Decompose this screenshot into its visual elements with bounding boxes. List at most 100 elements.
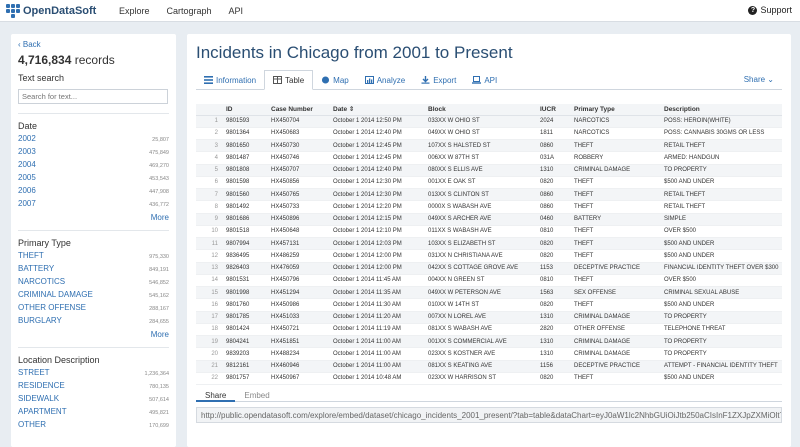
facet-location-item[interactable]: APARTMENT 495,821 xyxy=(18,407,169,420)
facet-date-item[interactable]: 2005 453,543 xyxy=(18,173,169,186)
nav-api[interactable]: API xyxy=(228,5,244,16)
facet-location-item[interactable]: SIDEWALK 507,614 xyxy=(18,394,169,407)
brand-logo[interactable]: OpenDataSoft xyxy=(6,3,106,18)
table-row[interactable]: 16 9801760 HX450986 October 1 2014 11:30 AM… xyxy=(196,298,782,312)
facet-label: 2002 xyxy=(18,134,36,143)
column-header[interactable]: Case Number xyxy=(267,104,329,116)
tab-information[interactable]: Information xyxy=(196,70,264,90)
facet-primary-type-item[interactable]: BURGLARY 284,655 xyxy=(18,316,169,329)
table-cell: HX486259 xyxy=(267,249,329,263)
facet-primary-type-item[interactable]: BATTERY 849,191 xyxy=(18,264,169,277)
table-cell: 081XX S WABASH AVE xyxy=(424,323,536,337)
nav-explore[interactable]: Explore xyxy=(119,5,150,16)
support-label: Support xyxy=(760,5,792,15)
laptop-icon xyxy=(472,76,482,84)
tab-embed[interactable]: Embed xyxy=(244,391,270,400)
table-cell: NARCOTICS xyxy=(570,115,660,128)
table-cell: October 1 2014 11:35 AM xyxy=(329,286,424,300)
table-row[interactable]: 19 9804241 HX451851 October 1 2014 11:00 AM… xyxy=(196,335,782,349)
table-cell: HX451033 xyxy=(267,311,329,324)
table-row[interactable]: 20 9839203 HX488234 October 1 2014 11:00 AM… xyxy=(196,347,782,361)
table-row[interactable]: 11 9807994 HX457131 October 1 2014 12:03 PM… xyxy=(196,237,782,251)
table-row[interactable]: 2 9801364 HX450683 October 1 2014 12:40 PM 0… xyxy=(196,127,782,141)
table-row[interactable]: 14 9801531 HX450796 October 1 2014 11:45 AM… xyxy=(196,274,782,288)
records-table-container[interactable]: ID Case Number Date ⇕ Block IUCR Primary Type… xyxy=(196,104,782,415)
column-header[interactable]: ID xyxy=(222,104,267,116)
facet-date-item[interactable]: 2007 436,772 xyxy=(18,199,169,212)
table-row[interactable]: 5 9801808 HX450707 October 1 2014 12:40 PM 0… xyxy=(196,164,782,177)
table-cell: 9801593 xyxy=(222,115,267,128)
facet-date-item[interactable]: 2006 447,908 xyxy=(18,186,169,199)
tab-map[interactable]: Map xyxy=(313,70,357,90)
table-cell: October 1 2014 11:00 AM xyxy=(329,347,424,361)
facet-primary-type-item[interactable]: OTHER OFFENSE 288,167 xyxy=(18,303,169,316)
table-cell: October 1 2014 12:15 PM xyxy=(329,213,424,226)
table-row[interactable]: 21 9812161 HX460946 October 1 2014 11:00 AM… xyxy=(196,360,782,373)
facet-title-location: Location Description xyxy=(18,355,100,365)
support-link[interactable]: ? Support xyxy=(748,5,792,15)
facet-location-item[interactable]: OTHER 170,699 xyxy=(18,420,169,433)
sort-icon[interactable]: ⇕ xyxy=(347,106,355,114)
table-cell: October 1 2014 10:48 AM xyxy=(329,372,424,386)
table-cell: 0820 xyxy=(536,237,570,251)
tab-table[interactable]: Table xyxy=(264,70,314,90)
share-url-field[interactable]: http://public.opendatasoft.com/explore/e… xyxy=(196,407,782,423)
facet-primary-type-item[interactable]: THEFT 975,330 xyxy=(18,251,169,264)
table-row[interactable]: 1 9801593 HX450704 October 1 2014 12:50 PM 0… xyxy=(196,115,782,128)
facet-date-item[interactable]: 2004 469,270 xyxy=(18,160,169,173)
table-cell: 3 xyxy=(196,139,222,153)
facet-count: 25,807 xyxy=(152,137,169,143)
main-nav: Explore Cartograph API xyxy=(119,6,243,16)
share-dropdown[interactable]: Share ⌄ xyxy=(744,75,774,84)
logo-icon xyxy=(6,3,20,18)
table-row[interactable]: 13 9826403 HX476059 October 1 2014 12:00 PM… xyxy=(196,262,782,275)
column-header[interactable]: IUCR xyxy=(536,104,570,116)
facet-location-item[interactable]: RESIDENCE 780,135 xyxy=(18,381,169,394)
search-input[interactable] xyxy=(18,89,168,104)
column-header[interactable]: Primary Type xyxy=(570,104,660,116)
table-cell: $500 AND UNDER xyxy=(660,372,782,386)
tab-api[interactable]: API xyxy=(464,70,505,90)
table-row[interactable]: 10 9801518 HX450648 October 1 2014 12:10 PM… xyxy=(196,225,782,239)
facet-primary-type-item[interactable]: NARCOTICS 546,852 xyxy=(18,277,169,290)
tab-share[interactable]: Share xyxy=(196,390,236,402)
table-row[interactable]: 6 9801598 HX450856 October 1 2014 12:30 PM 0… xyxy=(196,176,782,190)
table-row[interactable]: 4 9801487 HX450746 October 1 2014 12:45 PM 0… xyxy=(196,151,782,165)
column-header[interactable]: Description xyxy=(660,104,782,116)
facet-location-item[interactable]: STREET 1,236,364 xyxy=(18,368,169,381)
facet-primary-type-item[interactable]: CRIMINAL DAMAGE 545,162 xyxy=(18,290,169,303)
nav-cartograph[interactable]: Cartograph xyxy=(166,5,212,16)
back-link[interactable]: ‹ Back xyxy=(18,40,169,49)
table-cell: 0820 xyxy=(536,298,570,312)
table-cell: TO PROPERTY xyxy=(660,335,782,349)
table-row[interactable]: 9 9801686 HX450896 October 1 2014 12:15 PM 0… xyxy=(196,213,782,226)
table-cell: 9801757 xyxy=(222,372,267,386)
column-header[interactable]: Date ⇕ xyxy=(329,104,424,116)
table-row[interactable]: 17 9801785 HX451033 October 1 2014 11:20 AM… xyxy=(196,311,782,324)
table-row[interactable]: 18 9801424 HX450721 October 1 2014 11:19 AM… xyxy=(196,323,782,337)
table-row[interactable]: 15 9801998 HX451294 October 1 2014 11:35 AM… xyxy=(196,286,782,300)
table-cell: ROBBERY xyxy=(570,151,660,165)
facet-date: Date 2002 25,807 2003 475,849 2004 469,270 200… xyxy=(18,113,169,225)
table-row[interactable]: 12 9836495 HX486259 October 1 2014 12:00 PM… xyxy=(196,249,782,263)
table-cell: $500 AND UNDER xyxy=(660,237,782,251)
table-row[interactable]: 7 9801560 HX450765 October 1 2014 12:30 PM 0… xyxy=(196,188,782,202)
list-icon xyxy=(204,76,213,84)
tab-analyze[interactable]: Analyze xyxy=(357,70,413,90)
table-cell: HX450765 xyxy=(267,188,329,202)
table-cell: HX450896 xyxy=(267,213,329,226)
column-header[interactable] xyxy=(196,104,222,116)
table-cell: CRIMINAL SEXUAL ABUSE xyxy=(660,286,782,300)
table-row[interactable]: 22 9801757 HX450967 October 1 2014 10:48 AM… xyxy=(196,372,782,386)
tab-export[interactable]: Export xyxy=(413,70,464,90)
more-date-button[interactable]: More xyxy=(150,213,169,222)
facet-date-item[interactable]: 2003 475,849 xyxy=(18,147,169,160)
table-cell: 0820 xyxy=(536,249,570,263)
facet-count: 453,543 xyxy=(149,176,169,182)
table-row[interactable]: 8 9801492 HX450733 October 1 2014 12:20 PM 0… xyxy=(196,200,782,214)
chart-icon xyxy=(364,76,374,84)
column-header[interactable]: Block xyxy=(424,104,536,116)
table-row[interactable]: 3 9801650 HX450730 October 1 2014 12:45 PM 1… xyxy=(196,139,782,153)
facet-date-item[interactable]: 2002 25,807 xyxy=(18,134,169,147)
more-primary-type-button[interactable]: More xyxy=(150,330,169,339)
